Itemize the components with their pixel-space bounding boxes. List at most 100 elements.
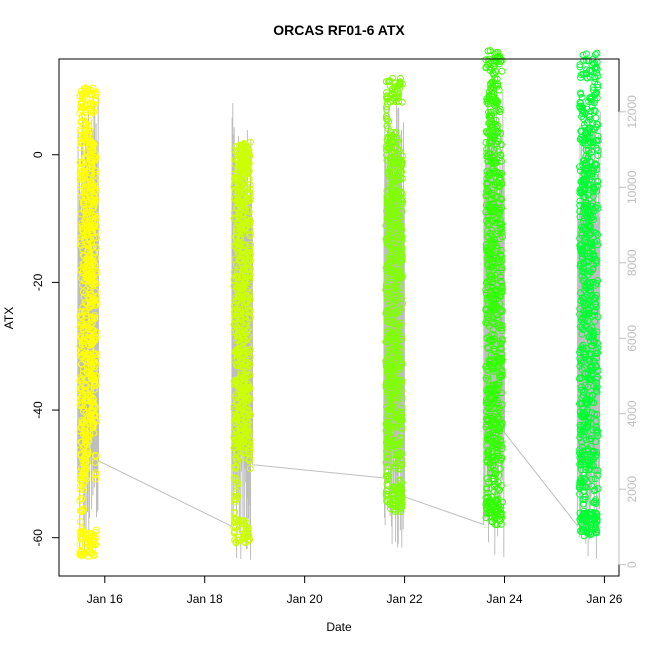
data-point [577, 423, 585, 431]
data-point [386, 433, 393, 441]
data-point [77, 507, 84, 515]
data-point [89, 298, 97, 306]
data-point [391, 192, 399, 200]
data-point [383, 215, 391, 223]
data-point [489, 326, 497, 334]
data-point [230, 183, 238, 191]
data-point [80, 206, 88, 214]
data-point [486, 506, 494, 514]
y-tick-label: -60 [31, 529, 45, 547]
data-point [493, 244, 501, 252]
data-point [389, 397, 397, 405]
data-point [494, 363, 501, 371]
data-point [497, 195, 505, 203]
data-point [594, 277, 602, 285]
data-point [78, 117, 86, 125]
data-point [388, 390, 396, 398]
x-tick-label: Jan 24 [486, 592, 522, 606]
data-point [397, 502, 405, 510]
data-point [490, 456, 498, 464]
data-point [92, 97, 100, 105]
data-point [581, 483, 589, 491]
data-point [593, 354, 601, 362]
data-point [79, 251, 87, 259]
data-point [484, 153, 492, 161]
data-point [487, 120, 495, 128]
data-point [235, 410, 243, 418]
data-point [482, 63, 490, 71]
data-point [576, 234, 584, 242]
x-tick-label: Jan 22 [387, 592, 423, 606]
data-point [585, 57, 593, 65]
data-point [578, 386, 586, 394]
data-point [391, 505, 399, 513]
data-point [238, 200, 246, 208]
data-point [594, 204, 602, 212]
data-point [392, 310, 400, 318]
data-point [232, 233, 240, 241]
data-point [496, 219, 504, 227]
data-point [87, 262, 95, 270]
data-point [397, 332, 405, 340]
data-point [483, 95, 491, 103]
data-point [397, 290, 405, 297]
data-point [392, 506, 400, 514]
data-point [76, 179, 84, 187]
data-point [84, 358, 92, 366]
data-point [92, 526, 100, 534]
data-point [594, 349, 602, 357]
data-point [494, 48, 502, 56]
data-point [79, 288, 87, 296]
data-point [586, 392, 593, 400]
data-point [79, 470, 87, 478]
data-point [586, 157, 594, 165]
data-point [586, 66, 594, 74]
data-point [592, 423, 600, 431]
data-point [593, 383, 601, 391]
data-point [77, 476, 84, 484]
data-point [77, 547, 85, 555]
data-point [78, 506, 86, 514]
data-point [243, 157, 251, 165]
data-point [82, 430, 90, 438]
data-point [579, 299, 587, 307]
data-point [394, 254, 402, 261]
data-point [83, 139, 91, 147]
data-point [246, 216, 254, 224]
data-point [237, 404, 245, 412]
data-point [497, 482, 505, 490]
data-point [382, 384, 390, 392]
data-point [386, 172, 394, 180]
data-point [496, 465, 504, 473]
data-point [493, 269, 501, 277]
data-point [484, 494, 492, 502]
data-point [237, 190, 245, 197]
data-point [385, 360, 393, 368]
data-point [493, 159, 501, 166]
data-point [82, 383, 90, 390]
data-point [76, 518, 84, 526]
data-point [83, 223, 91, 231]
data-point [581, 130, 589, 138]
data-point [593, 379, 600, 387]
data-point [592, 453, 600, 461]
data-point [239, 391, 247, 399]
data-point [394, 164, 402, 172]
data-point [583, 105, 591, 113]
data-point [88, 272, 96, 280]
data-point [396, 351, 404, 359]
data-point [91, 351, 99, 358]
data-point [382, 439, 390, 447]
data-point [497, 340, 505, 348]
data-point [488, 338, 496, 346]
data-point [495, 404, 503, 412]
data-point [383, 151, 390, 159]
data-point [495, 148, 503, 156]
data-point [89, 243, 97, 251]
data-point [82, 427, 90, 435]
data-point [488, 239, 496, 247]
data-point [78, 139, 86, 147]
data-point [394, 336, 402, 344]
data-point [243, 293, 251, 301]
